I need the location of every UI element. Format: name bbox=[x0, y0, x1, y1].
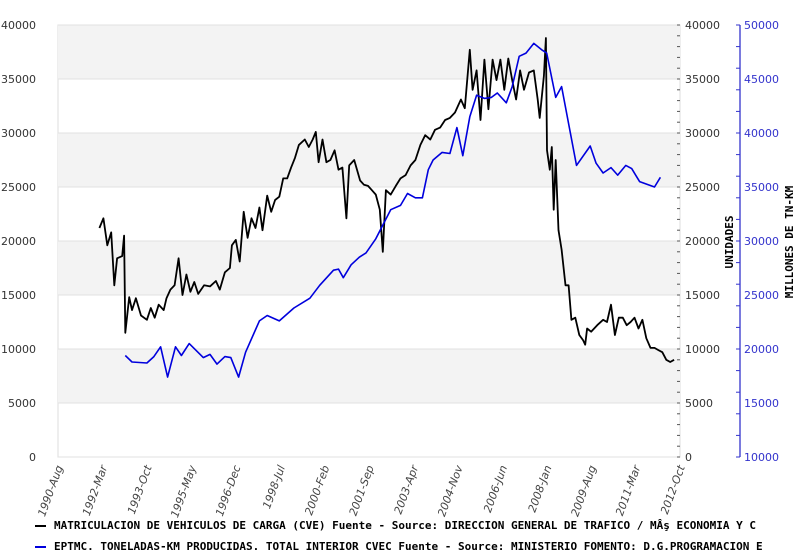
x-tick-label: 2004-Nov bbox=[435, 463, 466, 518]
y-left-tick-label: 10000 bbox=[1, 343, 36, 356]
right-axis-units: 0 5000 10000 15000 20000 25000 30000 35000 40000 bbox=[677, 19, 720, 464]
y-left-tick-label: 25000 bbox=[1, 181, 36, 194]
blue-axis-tick-label: 50000 bbox=[744, 19, 779, 32]
x-tick-label: 2011-Mar bbox=[613, 462, 644, 517]
y-right-tick-label: 5000 bbox=[685, 397, 713, 410]
blue-axis-tick-label: 10000 bbox=[744, 451, 779, 464]
y-right-tick-label: 0 bbox=[685, 451, 692, 464]
legend-label: MATRICULACION DE VEHICULOS DE CARGA (CVE… bbox=[54, 519, 756, 532]
x-axis: 1990-Aug 1992-Mar 1993-Oct 1995-May 1996-Dec… bbox=[35, 462, 688, 519]
y-right-tick-label: 10000 bbox=[685, 343, 720, 356]
x-tick-label: 2000-Feb bbox=[302, 464, 332, 517]
x-tick-label: 1990-Aug bbox=[35, 464, 66, 519]
y-right-tick-label: 40000 bbox=[685, 19, 720, 32]
blue-axis-tick-label: 20000 bbox=[744, 343, 779, 356]
x-tick-label: 2006-Jun bbox=[481, 464, 510, 515]
right-axis-tn-km: 10000 15000 20000 25000 30000 35000 40000 45000… bbox=[736, 19, 779, 464]
grid-band bbox=[58, 241, 680, 295]
blue-axis-tick-label: 40000 bbox=[744, 127, 779, 140]
x-tick-label: 1993-Oct bbox=[125, 463, 155, 516]
y-right-tick-label: 30000 bbox=[685, 127, 720, 140]
blue-axis-tick-label: 25000 bbox=[744, 289, 779, 302]
plot-background bbox=[57, 24, 681, 458]
legend-item-eptmc: EPTMC. TONELADAS-KM PRODUCIDAS. TOTAL IN… bbox=[35, 540, 763, 553]
y-right-tick-label: 25000 bbox=[685, 181, 720, 194]
x-tick-label: 2001-Sep bbox=[347, 464, 377, 518]
x-tick-label: 2008-Jan bbox=[526, 464, 555, 514]
series-line-matriculacion bbox=[98, 37, 675, 363]
legend-swatch-black bbox=[35, 525, 46, 527]
blue-axis-tick-label: 35000 bbox=[744, 181, 779, 194]
legend-swatch-blue bbox=[35, 546, 46, 548]
legend-item-matriculacion: MATRICULACION DE VEHICULOS DE CARGA (CVE… bbox=[35, 519, 756, 532]
x-tick-label: 1996-Dec bbox=[213, 464, 243, 518]
y-right-tick-label: 15000 bbox=[685, 289, 720, 302]
y-left-tick-label: 5000 bbox=[8, 397, 36, 410]
y-left-tick-label: 20000 bbox=[1, 235, 36, 248]
grid-band bbox=[58, 133, 680, 187]
x-tick-label: 1992-Mar bbox=[80, 462, 111, 517]
x-tick-label: 1998-Jul bbox=[260, 464, 288, 511]
legend-label: EPTMC. TONELADAS-KM PRODUCIDAS. TOTAL IN… bbox=[54, 540, 763, 553]
series-lines bbox=[98, 37, 675, 378]
series-line-eptmc bbox=[124, 42, 662, 378]
y-left-tick-label: 30000 bbox=[1, 127, 36, 140]
blue-axis-tick-label: 45000 bbox=[744, 73, 779, 86]
right-axis-title-units: UNIDADES bbox=[723, 216, 736, 269]
right-axis-title-tn-km: MILLONES DE TN-KM bbox=[783, 185, 796, 298]
x-tick-label: 2009-Aug bbox=[568, 464, 599, 519]
y-left-tick-label: 35000 bbox=[1, 73, 36, 86]
y-left-tick-label: 40000 bbox=[1, 19, 36, 32]
y-left-tick-label: 15000 bbox=[1, 289, 36, 302]
blue-axis-tick-label: 15000 bbox=[744, 397, 779, 410]
x-tick-label: 2012-Oct bbox=[658, 463, 688, 516]
x-tick-label: 2003-Apr bbox=[392, 462, 422, 516]
grid-band bbox=[58, 25, 680, 79]
x-tick-label: 1995-May bbox=[168, 463, 199, 519]
y-left-tick-label: 0 bbox=[29, 451, 36, 464]
left-axis: 0 5000 10000 15000 20000 25000 30000 35000 40000 bbox=[1, 19, 36, 464]
y-right-tick-label: 35000 bbox=[685, 73, 720, 86]
y-right-tick-label: 20000 bbox=[685, 235, 720, 248]
blue-axis-tick-label: 30000 bbox=[744, 235, 779, 248]
grid-band bbox=[58, 349, 680, 403]
